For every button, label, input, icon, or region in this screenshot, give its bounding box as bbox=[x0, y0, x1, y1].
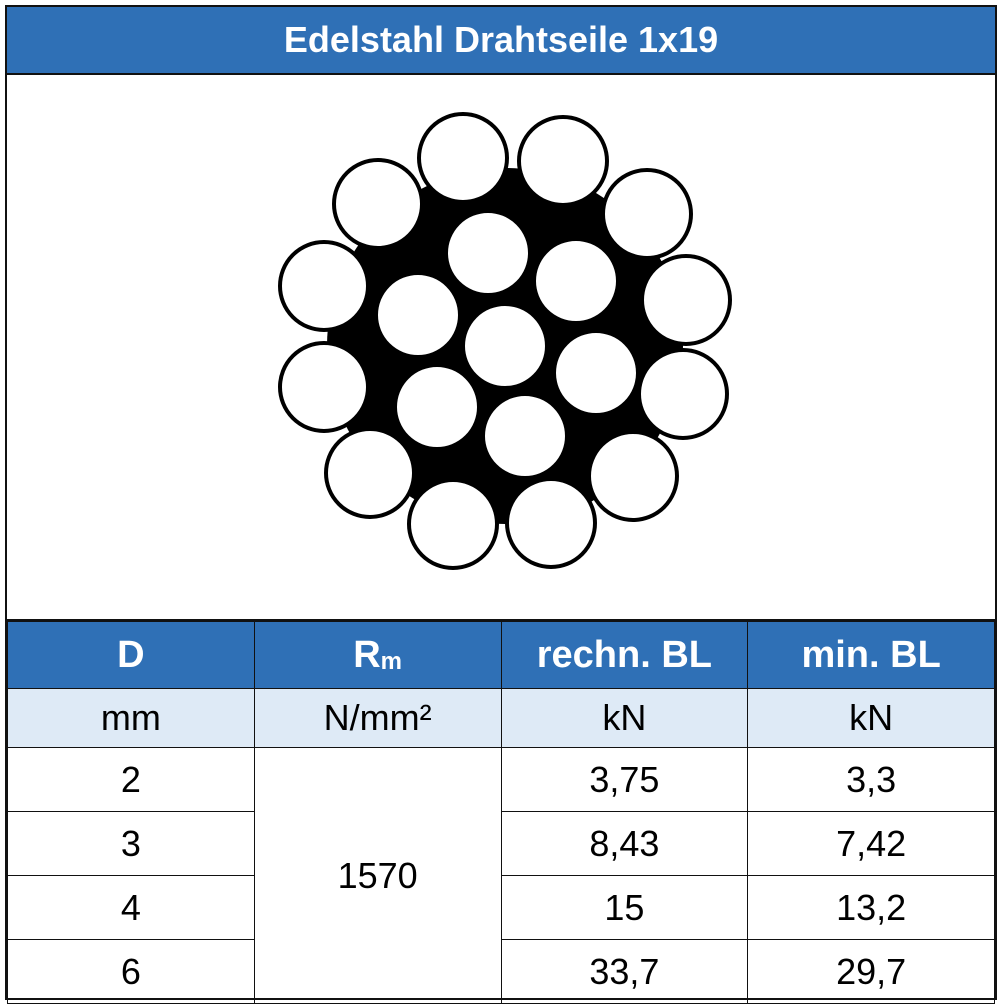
cell: 1570 bbox=[253, 747, 502, 1004]
header-row: D Rm rechn. BL min. BL bbox=[7, 621, 995, 689]
column-header-sub: m bbox=[380, 647, 403, 675]
data-row: 3 8,43 7,42 bbox=[7, 811, 995, 876]
cell: 3 bbox=[7, 811, 255, 876]
wires bbox=[278, 112, 732, 570]
title: Edelstahl Drahtseile 1x19 bbox=[7, 7, 995, 75]
cell: 33,7 bbox=[500, 939, 749, 1004]
unit: kN bbox=[747, 688, 995, 748]
wire-diagram bbox=[278, 112, 732, 570]
column-header: rechn. BL bbox=[500, 621, 749, 689]
unit-row: mm N/mm² kN kN bbox=[7, 688, 995, 748]
unit: mm bbox=[7, 688, 255, 748]
cell: 15 bbox=[500, 875, 749, 940]
cell: 3,3 bbox=[747, 747, 995, 812]
data-row: 6 33,7 29,7 bbox=[7, 939, 995, 1004]
spec-table: D Rm rechn. BL min. BL mm N/mm² kN kN 2 … bbox=[7, 621, 995, 1004]
data-row: 4 15 13,2 bbox=[7, 875, 995, 940]
cell: 2 bbox=[7, 747, 255, 812]
column-header: D bbox=[7, 621, 255, 689]
cell: 8,43 bbox=[500, 811, 749, 876]
unit: N/mm² bbox=[253, 688, 502, 748]
wire-cross-section bbox=[7, 75, 995, 621]
column-header: Rm bbox=[253, 621, 502, 689]
sheet: Edelstahl Drahtseile 1x19 D Rm rechn. BL… bbox=[5, 5, 997, 1004]
cell: 7,42 bbox=[747, 811, 995, 876]
data-row: 2 1570 3,75 3,3 bbox=[7, 747, 995, 1004]
column-header-main: R bbox=[353, 633, 381, 676]
cell: 6 bbox=[7, 939, 255, 1004]
column-header: min. BL bbox=[747, 621, 995, 689]
cell: 29,7 bbox=[747, 939, 995, 1004]
cell: 4 bbox=[7, 875, 255, 940]
cell: 13,2 bbox=[747, 875, 995, 940]
unit: kN bbox=[500, 688, 749, 748]
cell: 3,75 bbox=[500, 747, 749, 812]
